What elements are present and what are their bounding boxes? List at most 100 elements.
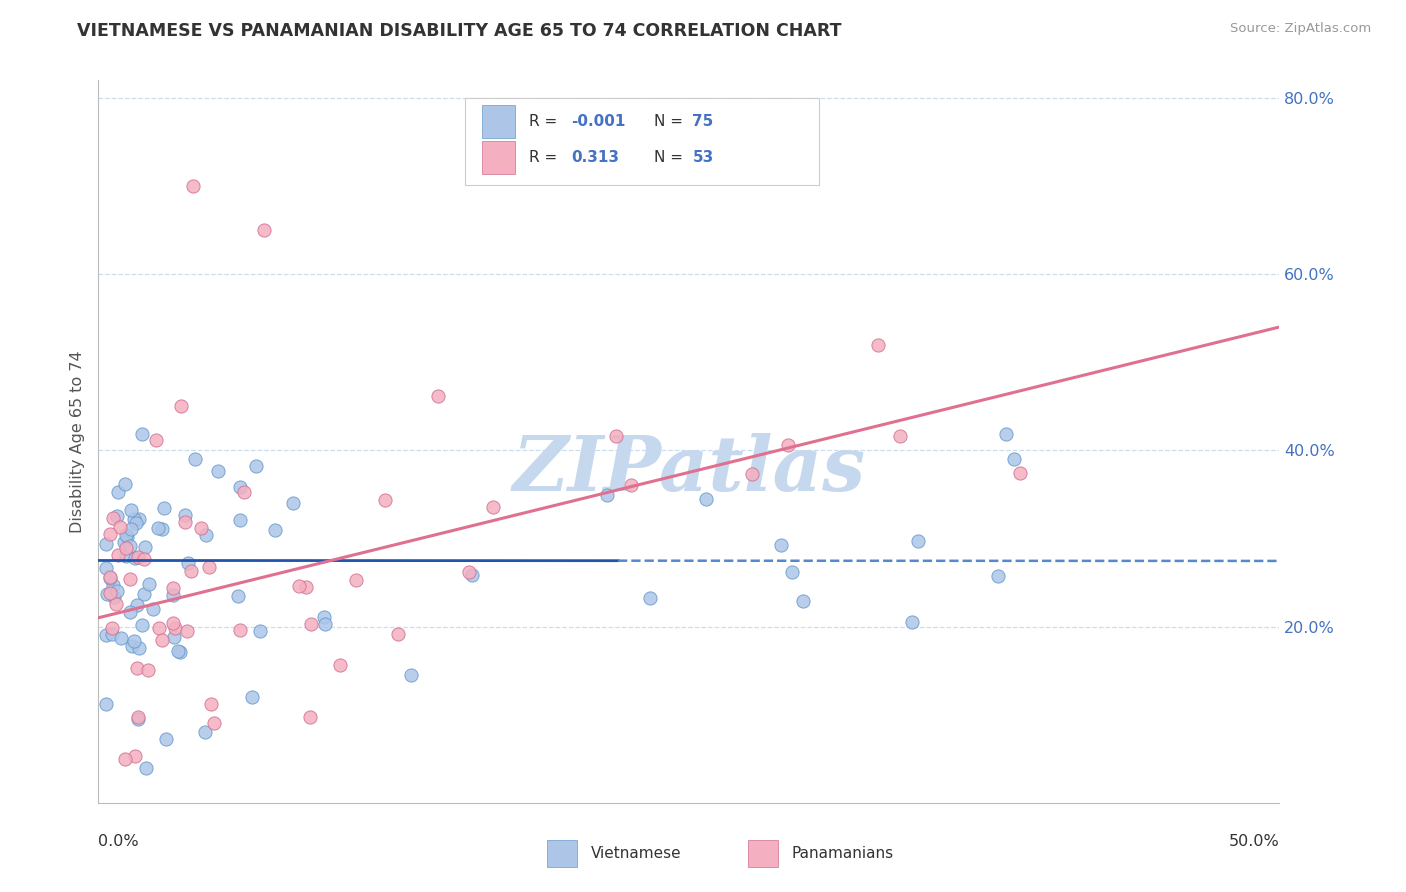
- Point: [145, 433, 167, 447]
- Point: [194, 528, 217, 542]
- Point: [281, 496, 304, 510]
- Text: R =: R =: [530, 150, 562, 165]
- Point: [169, 645, 191, 659]
- Point: [115, 541, 138, 556]
- Point: [298, 710, 321, 724]
- FancyBboxPatch shape: [748, 839, 778, 867]
- Point: [174, 515, 197, 529]
- Point: [115, 549, 138, 564]
- Point: [780, 566, 803, 580]
- Point: [162, 588, 184, 602]
- Point: [127, 712, 149, 726]
- Point: [98, 571, 121, 585]
- Point: [94, 561, 117, 575]
- Point: [461, 567, 484, 582]
- Text: N =: N =: [654, 150, 688, 165]
- Point: [101, 626, 124, 640]
- Point: [202, 715, 225, 730]
- Point: [1010, 467, 1032, 481]
- Point: [155, 731, 177, 746]
- Point: [103, 590, 125, 604]
- Point: [481, 500, 503, 514]
- Point: [245, 458, 267, 473]
- Point: [995, 427, 1018, 442]
- Point: [150, 522, 173, 536]
- Point: [228, 623, 250, 637]
- Text: VIETNAMESE VS PANAMANIAN DISABILITY AGE 65 TO 74 CORRELATION CHART: VIETNAMESE VS PANAMANIAN DISABILITY AGE …: [77, 22, 842, 40]
- Point: [329, 657, 352, 672]
- Point: [124, 748, 146, 763]
- Point: [132, 587, 155, 601]
- FancyBboxPatch shape: [482, 141, 516, 174]
- Point: [233, 484, 256, 499]
- Point: [131, 618, 153, 632]
- Point: [105, 508, 128, 523]
- Point: [770, 538, 793, 552]
- Point: [253, 223, 276, 237]
- Point: [114, 752, 136, 766]
- Point: [105, 597, 128, 611]
- Point: [142, 602, 165, 616]
- Point: [125, 661, 148, 675]
- Point: [94, 628, 117, 642]
- Point: [101, 510, 124, 524]
- Point: [118, 573, 141, 587]
- Point: [94, 537, 117, 551]
- FancyBboxPatch shape: [482, 105, 516, 137]
- Point: [163, 621, 186, 635]
- Point: [107, 548, 129, 562]
- Point: [295, 580, 318, 594]
- Point: [299, 617, 322, 632]
- Point: [127, 709, 149, 723]
- Point: [96, 587, 118, 601]
- Point: [134, 540, 156, 554]
- Point: [110, 632, 132, 646]
- Text: 0.0%: 0.0%: [98, 834, 139, 848]
- Point: [741, 467, 763, 482]
- Text: -0.001: -0.001: [571, 114, 626, 129]
- Point: [146, 521, 169, 535]
- Point: [100, 621, 122, 635]
- Point: [374, 493, 396, 508]
- Point: [122, 633, 145, 648]
- Point: [121, 639, 143, 653]
- Point: [264, 524, 287, 538]
- Point: [399, 667, 422, 681]
- Point: [1002, 452, 1025, 467]
- Text: 50.0%: 50.0%: [1229, 834, 1279, 848]
- Point: [901, 615, 924, 630]
- Point: [112, 535, 135, 549]
- Point: [120, 503, 142, 517]
- Point: [107, 484, 129, 499]
- Point: [596, 488, 619, 502]
- Text: N =: N =: [654, 114, 688, 129]
- Point: [135, 760, 157, 774]
- Point: [118, 605, 141, 619]
- Point: [176, 624, 198, 639]
- Text: Panamanians: Panamanians: [792, 846, 894, 861]
- Point: [115, 530, 138, 544]
- Text: Source: ZipAtlas.com: Source: ZipAtlas.com: [1230, 22, 1371, 36]
- Y-axis label: Disability Age 65 to 74: Disability Age 65 to 74: [69, 351, 84, 533]
- Point: [249, 624, 271, 638]
- Point: [101, 578, 124, 592]
- Point: [987, 569, 1010, 583]
- Point: [194, 725, 217, 739]
- Point: [889, 429, 911, 443]
- Point: [124, 516, 146, 530]
- Point: [98, 570, 121, 584]
- Point: [866, 337, 889, 351]
- Point: [162, 616, 184, 631]
- Point: [120, 522, 142, 536]
- Point: [426, 389, 449, 403]
- Point: [136, 663, 159, 677]
- Point: [605, 429, 627, 443]
- Point: [226, 589, 249, 603]
- FancyBboxPatch shape: [547, 839, 576, 867]
- Point: [152, 500, 174, 515]
- Point: [124, 551, 146, 566]
- Point: [695, 492, 717, 507]
- Point: [94, 697, 117, 711]
- Point: [344, 573, 367, 587]
- Point: [122, 512, 145, 526]
